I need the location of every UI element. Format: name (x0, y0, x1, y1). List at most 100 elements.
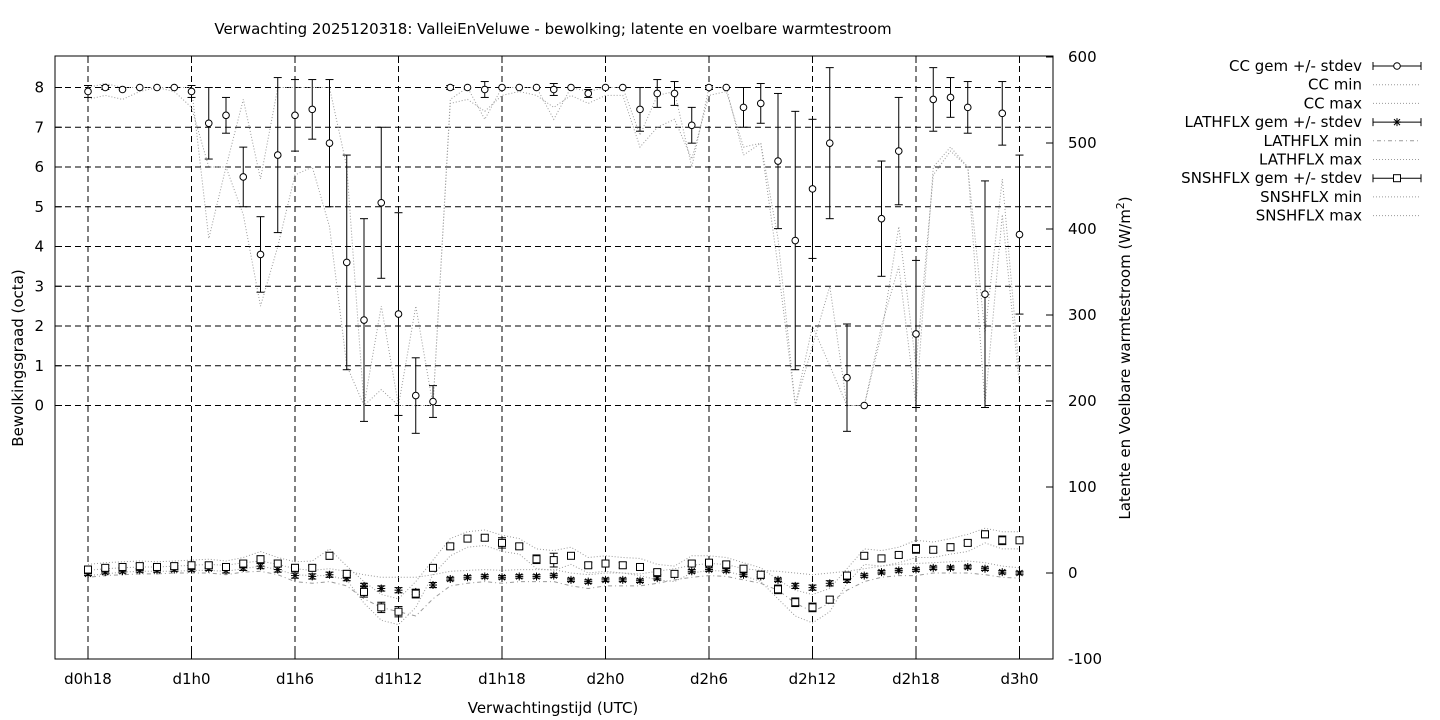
data-point (532, 572, 541, 581)
star-stroke (291, 572, 299, 579)
legend-label: LATHFLX gem +/- stdev (1184, 113, 1362, 131)
star-stroke (705, 566, 713, 573)
x-tick-label: d1h12 (375, 670, 423, 688)
data-point (532, 83, 541, 92)
data-point (912, 544, 920, 553)
data-point (429, 581, 437, 590)
data-point (308, 105, 317, 114)
data-point (170, 83, 179, 92)
data-point (774, 585, 782, 594)
y-right-tick-label: 300 (1068, 306, 1097, 324)
star-stroke (1016, 569, 1023, 577)
legend-marker (1393, 174, 1401, 183)
star-stroke (498, 573, 506, 581)
data-point (946, 543, 955, 552)
data-point (618, 575, 627, 584)
data-point (929, 545, 938, 554)
star-stroke (947, 564, 954, 572)
data-point (584, 89, 593, 98)
data-point (187, 87, 196, 96)
star-stroke (860, 572, 868, 579)
star-stroke (308, 573, 316, 580)
data-point (170, 562, 179, 571)
data-point (687, 121, 696, 130)
data-point (981, 530, 989, 539)
data-point (808, 185, 817, 193)
star-stroke (722, 567, 730, 574)
data-point (273, 559, 282, 568)
data-point (446, 542, 455, 551)
series-line-snshflx-min (87, 542, 1020, 626)
legend-label: CC gem +/- stdev (1229, 57, 1362, 75)
data-point (860, 401, 869, 410)
star-stroke (567, 576, 575, 584)
data-point (1015, 230, 1024, 239)
data-point (101, 563, 110, 572)
data-point (515, 542, 524, 551)
data-point (222, 111, 230, 120)
data-point (1015, 536, 1024, 545)
data-point (377, 603, 386, 612)
y2-label-sup: 2 (1114, 202, 1127, 209)
data-point (670, 569, 679, 578)
data-point (825, 595, 834, 604)
data-point (325, 139, 334, 147)
data-point (567, 575, 575, 584)
y2-label-main: Latente en Voelbare warmtestroom (W/m (1116, 209, 1134, 519)
x-tick-label: d1h18 (478, 670, 526, 688)
x-tick-label: d2h18 (892, 670, 940, 688)
data-point (291, 111, 299, 120)
data-point (480, 533, 489, 542)
data-point (291, 571, 299, 580)
y-right-tick-label: 0 (1068, 564, 1078, 582)
data-point (411, 589, 420, 598)
y-right-tick-label: -100 (1068, 650, 1102, 668)
data-point (498, 538, 506, 547)
data-point (894, 147, 903, 155)
data-point (670, 89, 679, 98)
data-point (722, 560, 731, 569)
data-point (998, 568, 1007, 577)
star-stroke (481, 573, 489, 580)
y-left-tick-label: 0 (34, 397, 44, 415)
data-point (756, 570, 765, 579)
data-point (325, 551, 334, 560)
data-point (308, 563, 317, 572)
star-stroke (653, 574, 661, 582)
star-stroke (981, 565, 989, 573)
x-tick-label: d2h0 (586, 670, 624, 688)
y-right-tick-label: 400 (1068, 220, 1097, 238)
data-point (843, 571, 851, 580)
data-point (998, 109, 1007, 118)
data-point (825, 579, 834, 588)
data-point (394, 310, 403, 318)
grid (55, 56, 1053, 659)
y-left-tick-label: 4 (34, 238, 44, 256)
data-point (480, 85, 489, 94)
data-point (463, 534, 472, 543)
data-point (342, 569, 351, 578)
data-point (877, 214, 886, 223)
data-point (912, 565, 920, 574)
legend-label: LATHFLX max (1259, 151, 1362, 169)
star-stroke (584, 578, 592, 585)
data-point (325, 570, 334, 579)
data-point (532, 555, 541, 564)
data-point (153, 83, 161, 92)
star-stroke (533, 573, 540, 580)
star-stroke (636, 577, 644, 585)
y-left-tick-label: 5 (34, 198, 44, 216)
data-point (877, 568, 886, 577)
data-point (84, 565, 92, 574)
data-point (825, 139, 834, 147)
data-point (584, 561, 593, 570)
data-point (256, 562, 265, 571)
data-point (636, 562, 644, 571)
y-right-tick-label: 200 (1068, 392, 1097, 410)
star-stroke (550, 572, 558, 579)
data-point (705, 83, 713, 92)
data-point (394, 607, 403, 616)
series-line-lathflx-max (87, 560, 1020, 578)
data-point (118, 562, 127, 571)
